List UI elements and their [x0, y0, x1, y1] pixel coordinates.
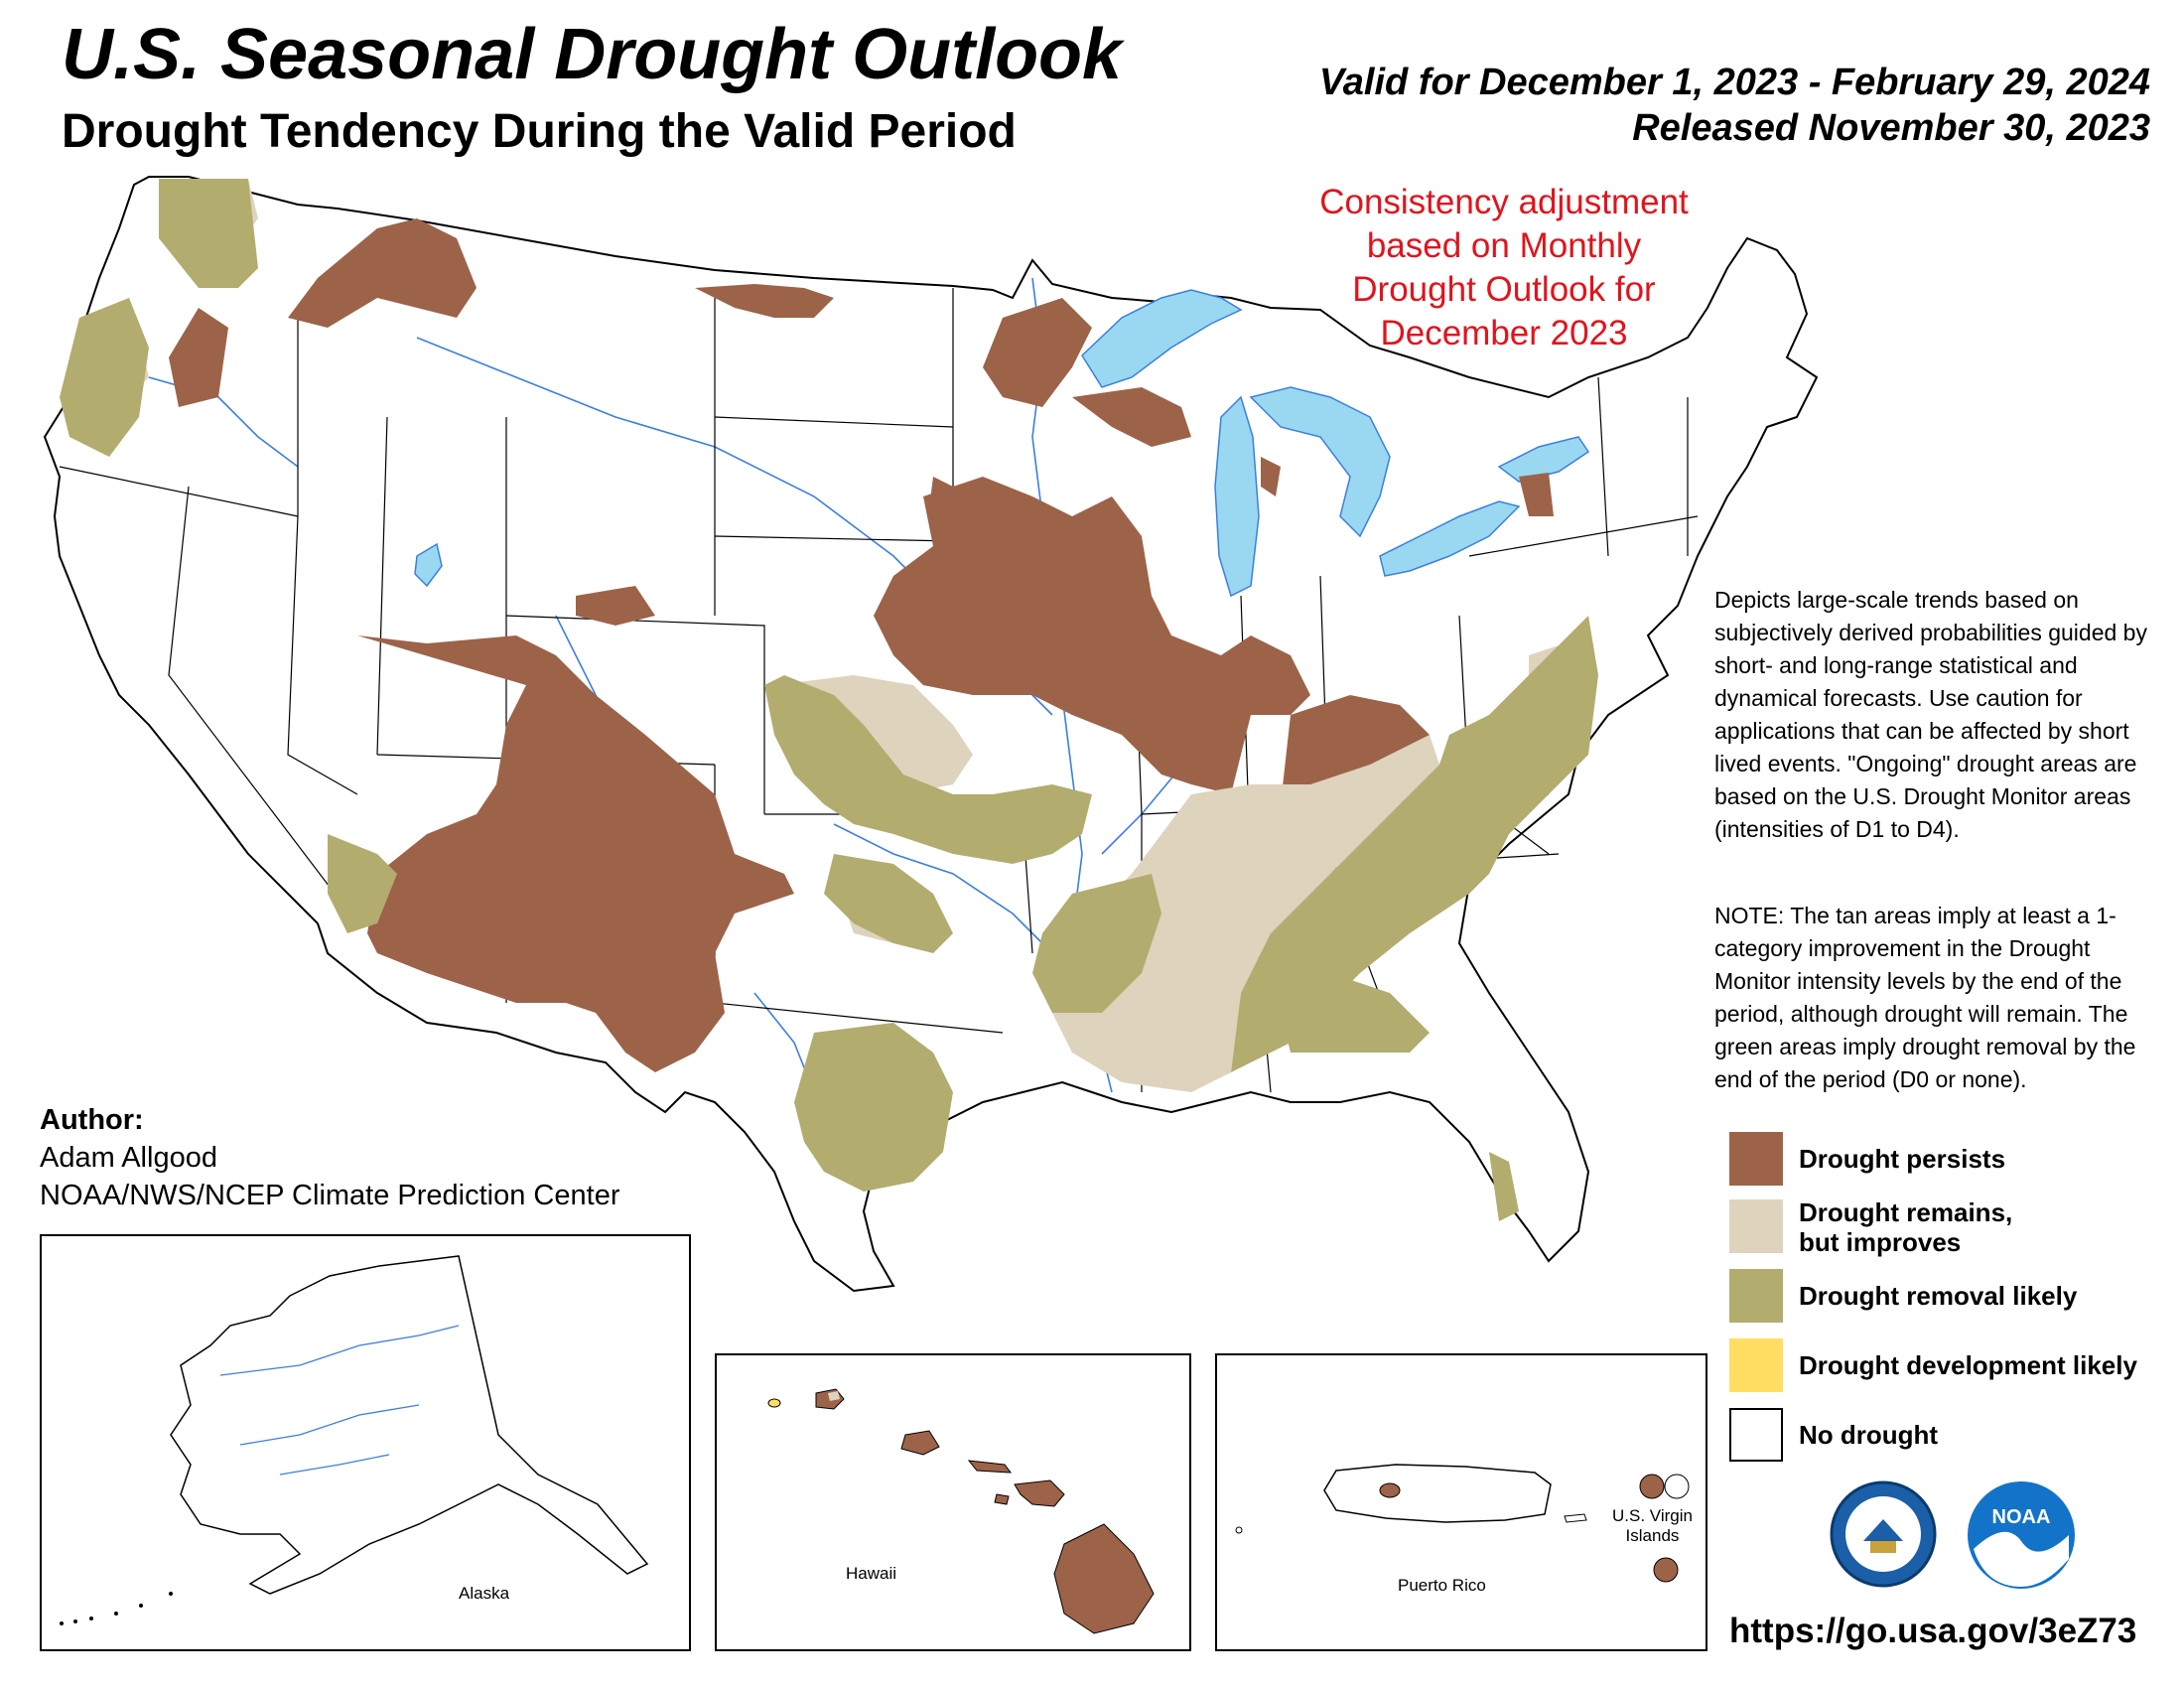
noaa-logo-icon: NOAA	[1968, 1481, 2075, 1589]
valid-period: Valid for December 1, 2023 - February 29…	[1318, 62, 2150, 103]
commerce-seal-icon	[1830, 1480, 1937, 1588]
map-subtitle: Drought Tendency During the Valid Period	[62, 105, 1017, 158]
legend-swatch	[1729, 1408, 1783, 1462]
hawaii-label: Hawaii	[846, 1564, 897, 1583]
drought-persists-areas	[169, 218, 1554, 1072]
source-url[interactable]: https://go.usa.gov/3eZ73	[1729, 1612, 2137, 1650]
consistency-line: based on Monthly	[1366, 226, 1642, 265]
noaa-logo-text: NOAA	[1992, 1506, 2051, 1528]
consistency-line: Consistency adjustment	[1319, 183, 1689, 221]
legend-label: Drought remains,	[1799, 1197, 2013, 1227]
note-text: NOTE: The tan areas imply at least a 1-c…	[1714, 903, 2136, 1092]
legend-label: but improves	[1799, 1227, 1962, 1257]
author-name: Adam Allgood	[40, 1142, 217, 1174]
consistency-note: Consistency adjustment based on Monthly …	[1281, 181, 1727, 355]
puerto-rico-map	[1235, 1464, 1690, 1583]
virgin-islands-line: U.S. Virgin	[1612, 1506, 1693, 1525]
legend-swatch	[1729, 1338, 1783, 1392]
consistency-line: Drought Outlook for	[1352, 270, 1656, 309]
alaska-map	[60, 1255, 649, 1625]
hawaii-inset: Hawaii	[715, 1353, 1191, 1651]
map-title: U.S. Seasonal Drought Outlook	[62, 15, 1123, 94]
legend-label: Drought development likely	[1799, 1350, 2137, 1380]
legend-swatch	[1729, 1132, 1783, 1186]
legend-label: Drought persists	[1799, 1144, 2006, 1174]
puerto-rico-inset: Puerto Rico U.S. Virgin Islands	[1215, 1353, 1707, 1651]
drought-removal-areas	[60, 179, 1598, 1221]
author-label: Author:	[40, 1104, 144, 1136]
hawaii-map	[767, 1388, 1155, 1634]
virgin-islands-label: U.S. Virgin Islands	[1612, 1506, 1693, 1546]
alaska-label: Alaska	[459, 1584, 510, 1603]
legend-swatch	[1729, 1199, 1783, 1253]
description-text: Depicts large-scale trends based on subj…	[1714, 587, 2147, 842]
consistency-line: December 2023	[1380, 314, 1628, 352]
virgin-islands-line: Islands	[1625, 1526, 1680, 1545]
author-org: NOAA/NWS/NCEP Climate Prediction Center	[40, 1180, 620, 1211]
release-date: Released November 30, 2023	[1632, 107, 2150, 149]
legend-label: Drought removal likely	[1799, 1281, 2078, 1311]
alaska-inset: Alaska	[40, 1234, 691, 1651]
legend-swatch	[1729, 1269, 1783, 1323]
great-lakes	[414, 289, 1590, 598]
legend-label: No drought	[1799, 1420, 1939, 1450]
puerto-rico-label: Puerto Rico	[1398, 1576, 1486, 1595]
